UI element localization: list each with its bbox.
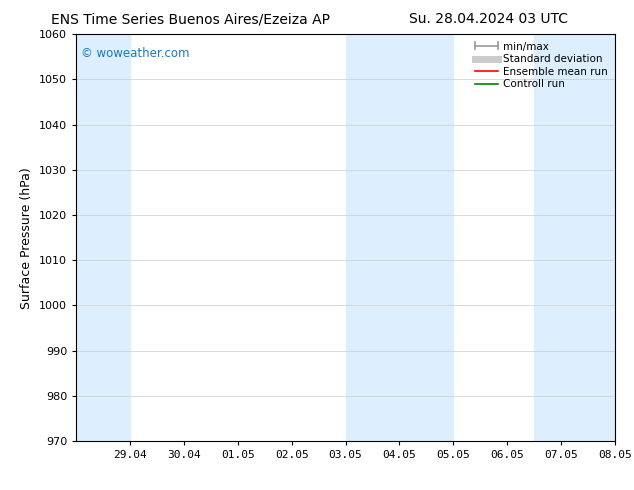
Bar [534,34,634,441]
Y-axis label: Surface Pressure (hPa): Surface Pressure (hPa) [20,167,34,309]
Legend: min/max, Standard deviation, Ensemble mean run, Controll run: min/max, Standard deviation, Ensemble me… [473,40,610,92]
Bar [346,34,453,441]
Bar [49,34,130,441]
Text: © woweather.com: © woweather.com [81,47,190,59]
Text: ENS Time Series Buenos Aires/Ezeiza AP: ENS Time Series Buenos Aires/Ezeiza AP [51,12,330,26]
Text: Su. 28.04.2024 03 UTC: Su. 28.04.2024 03 UTC [409,12,567,26]
